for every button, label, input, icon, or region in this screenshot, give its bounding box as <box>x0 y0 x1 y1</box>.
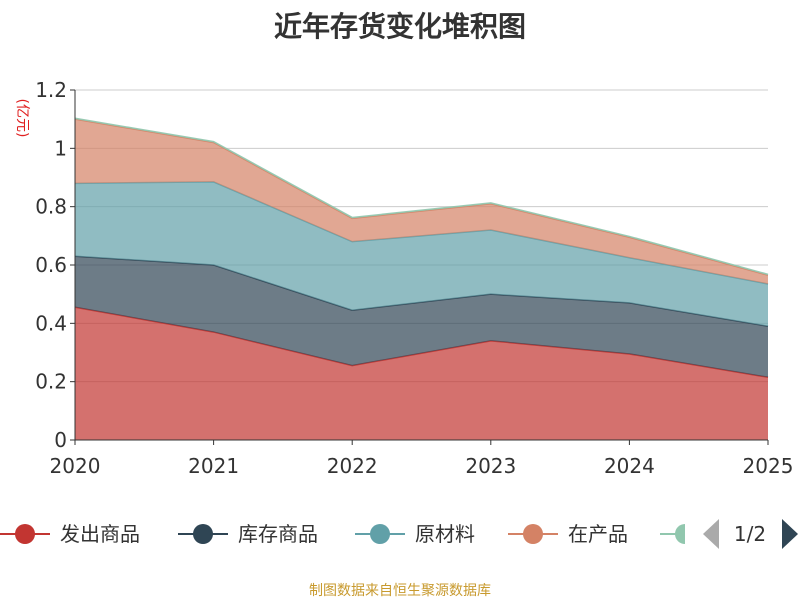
area-3 <box>75 181 768 327</box>
legend-marker <box>370 524 390 544</box>
x-tick-label: 2023 <box>465 454 516 478</box>
axes <box>70 89 769 445</box>
area-2 <box>75 256 768 378</box>
legend-label: 原材料 <box>415 522 475 546</box>
area-series <box>74 117 769 440</box>
x-tick-label: 2022 <box>327 454 378 478</box>
y-tick-label: 0.8 <box>35 195 67 219</box>
area-4 <box>75 119 768 284</box>
legend-pager[interactable]: 1/2 <box>703 519 798 549</box>
y-tick-label: 0.6 <box>35 253 67 277</box>
legend-marker <box>15 524 35 544</box>
y-tick-label: 0.4 <box>35 311 67 335</box>
legend-item[interactable]: 原材料 <box>355 522 475 546</box>
x-tick-label: 2021 <box>188 454 239 478</box>
y-axis-label: (亿元) <box>14 99 30 138</box>
legend-marker <box>675 524 685 544</box>
y-tick-label: 0.2 <box>35 370 67 394</box>
legend-marker <box>193 524 213 544</box>
x-tick-label: 2025 <box>743 454 794 478</box>
pager-label: 1/2 <box>734 522 766 546</box>
y-tick-label: 1.2 <box>35 78 67 102</box>
legend-item[interactable] <box>660 524 685 544</box>
legend-item[interactable]: 在产品 <box>508 522 628 546</box>
area-line-5 <box>74 117 769 276</box>
chart-title: 近年存货变化堆积图 <box>274 10 526 43</box>
source-note: 制图数据来自恒生聚源数据库 <box>309 583 491 599</box>
legend-label: 发出商品 <box>60 522 140 546</box>
legend-item[interactable]: 库存商品 <box>178 522 318 546</box>
legend-label: 库存商品 <box>238 522 318 546</box>
legend-label: 在产品 <box>568 522 628 546</box>
y-tick-label: 1 <box>54 136 67 160</box>
y-tick-labels: 0 0.2 0.4 0.6 0.8 1 1.2 <box>35 78 67 452</box>
x-tick-label: 2020 <box>50 454 101 478</box>
pager-prev-icon[interactable] <box>703 519 719 549</box>
legend-marker <box>523 524 543 544</box>
legend-item[interactable]: 发出商品 <box>0 522 140 546</box>
area-1 <box>75 307 768 440</box>
pager-next-icon[interactable] <box>782 519 798 549</box>
x-tick-label: 2024 <box>604 454 655 478</box>
x-tick-labels: 2020 2021 2022 2023 2024 2025 <box>50 454 794 478</box>
legend[interactable]: 发出商品 库存商品 原材料 在产品 <box>0 522 685 546</box>
y-tick-label: 0 <box>54 428 67 452</box>
